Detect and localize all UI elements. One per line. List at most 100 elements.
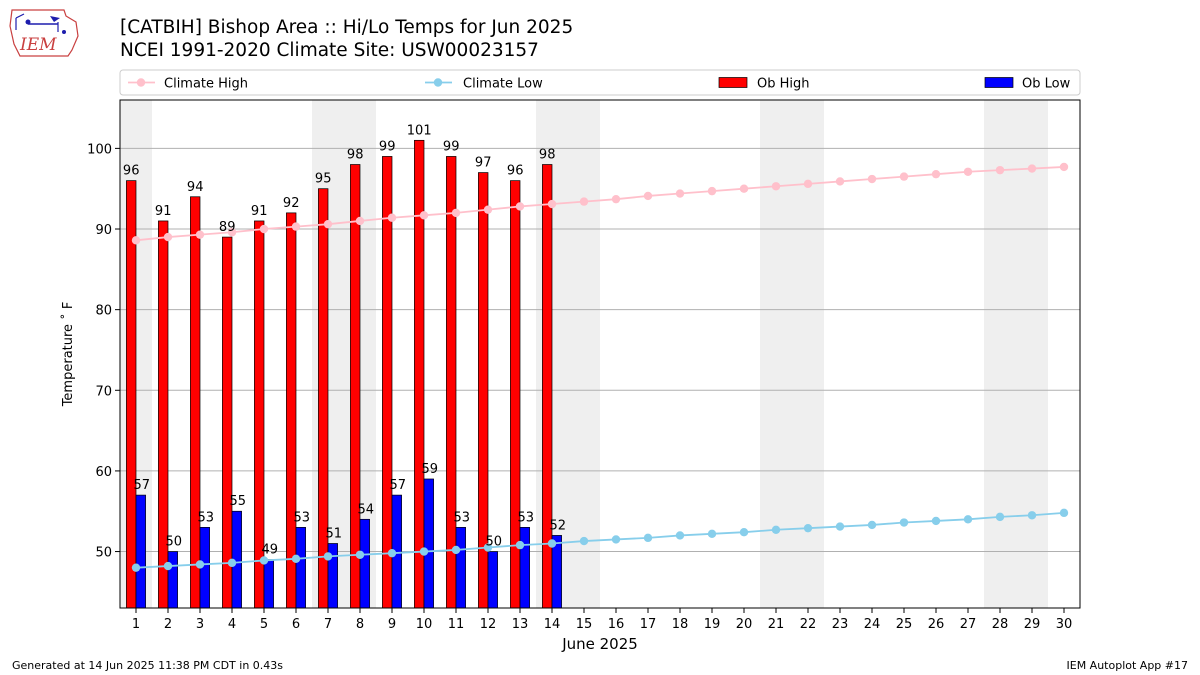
- climate-low-point: [707, 529, 717, 539]
- plot-frame: [119, 99, 1081, 609]
- ob-high-label: 98: [347, 148, 364, 163]
- climate-low-point: [195, 560, 205, 569]
- climate-low-point: [515, 540, 525, 550]
- ob-low-label: 59: [422, 462, 439, 477]
- x-tick-label: 24: [864, 617, 881, 632]
- legend-climate-low-label: Climate Low: [463, 77, 543, 92]
- ob-high-label: 91: [251, 204, 268, 219]
- climate-low-point: [867, 520, 877, 530]
- legend-ob-high-label: Ob High: [757, 77, 810, 92]
- climate-low-point: [163, 561, 173, 571]
- x-tick-label: 3: [196, 617, 204, 632]
- climate-low-point: [643, 533, 653, 543]
- climate-low-point: [995, 512, 1005, 522]
- climate-high-point: [163, 232, 173, 242]
- ob-high-label: 96: [123, 164, 140, 179]
- x-tick-label: 19: [704, 617, 721, 632]
- x-tick-label: 15: [576, 617, 593, 632]
- ob-low-label: 53: [454, 510, 471, 525]
- legend-ob-low-swatch: [984, 77, 1014, 88]
- ob-high-bar: [158, 220, 169, 609]
- ob-low-bar: [519, 527, 530, 609]
- ob-low-label: 52: [550, 518, 567, 533]
- ob-high-label: 101: [407, 123, 432, 138]
- climate-low-point: [387, 548, 397, 558]
- y-tick-label: 90: [95, 223, 112, 238]
- climate-low-point: [803, 523, 813, 533]
- ob-low-bar: [487, 551, 498, 609]
- ob-low-label: 53: [518, 510, 535, 525]
- x-tick-label: 12: [480, 617, 497, 632]
- ob-low-label: 54: [358, 502, 375, 517]
- legend-ob-low-label: Ob Low: [1022, 77, 1071, 92]
- climate-low-point: [323, 552, 333, 561]
- legend-box: [119, 69, 1081, 96]
- x-tick-label: 26: [928, 617, 945, 632]
- weekend-shade: [984, 100, 1016, 608]
- ob-high-bar: [446, 156, 457, 609]
- climate-high-point: [195, 230, 205, 239]
- y-tick-label: 60: [95, 465, 112, 480]
- climate-high-point: [611, 194, 621, 204]
- climate-high-point: [1059, 162, 1069, 172]
- climate-high-point: [515, 202, 525, 211]
- ob-low-label: 53: [198, 510, 215, 525]
- climate-high-point: [451, 208, 461, 218]
- y-tick-label: 70: [95, 384, 112, 399]
- legend-climate-high-label: Climate High: [164, 77, 248, 92]
- ob-low-bar: [263, 559, 274, 609]
- x-tick-label: 22: [800, 617, 817, 632]
- x-tick-label: 10: [416, 617, 433, 632]
- ob-high-label: 99: [379, 139, 396, 154]
- ob-low-label: 50: [486, 535, 503, 550]
- ob-high-label: 99: [443, 139, 460, 154]
- climate-high-point: [419, 211, 429, 220]
- climate-low-point: [835, 522, 845, 531]
- x-tick-label: 14: [544, 617, 561, 632]
- legend-climate-high-marker: [136, 78, 146, 87]
- ob-low-label: 57: [390, 478, 407, 493]
- climate-high-point: [739, 184, 749, 193]
- ob-low-label: 55: [230, 494, 247, 509]
- climate-low-point: [771, 525, 781, 534]
- climate-low-point: [227, 558, 237, 568]
- x-tick-label: 28: [992, 617, 1009, 632]
- x-tick-label: 9: [388, 617, 396, 632]
- ob-high-bar: [382, 156, 393, 609]
- climate-high-point: [131, 236, 141, 245]
- climate-high-point: [931, 169, 941, 179]
- ob-high-bar: [318, 188, 329, 609]
- app-label: IEM Autoplot App #17: [1066, 659, 1189, 672]
- climate-high-point: [547, 199, 557, 209]
- ob-low-label: 49: [262, 543, 279, 558]
- ob-high-label: 96: [507, 164, 524, 179]
- x-tick-label: 16: [608, 617, 625, 632]
- climate-high-point: [867, 174, 877, 184]
- climate-low-point: [291, 554, 301, 564]
- legend-ob-high-swatch: [718, 77, 748, 88]
- legend-climate-low-marker: [433, 78, 443, 87]
- climate-high-point: [1027, 164, 1037, 173]
- x-tick-label: 27: [960, 617, 977, 632]
- y-tick-label: 50: [95, 546, 112, 561]
- ob-high-bar: [190, 196, 201, 609]
- weekend-shade: [568, 100, 600, 608]
- x-tick-label: 23: [832, 617, 849, 632]
- climate-high-point: [259, 224, 269, 234]
- x-tick-label: 2: [164, 617, 172, 632]
- climate-low-point: [547, 539, 557, 548]
- climate-low-point: [963, 515, 973, 524]
- climate-low-point: [675, 531, 685, 540]
- climate-low-point: [483, 543, 493, 552]
- climate-high-point: [355, 216, 365, 226]
- ob-low-bar: [423, 478, 434, 609]
- ob-high-label: 95: [315, 172, 332, 187]
- ob-low-bar: [359, 518, 370, 609]
- climate-high-point: [387, 213, 397, 222]
- x-tick-label: 29: [1024, 617, 1041, 632]
- ob-low-label: 50: [166, 535, 183, 550]
- x-tick-label: 1: [132, 617, 140, 632]
- climate-high-point: [803, 179, 813, 189]
- x-tick-label: 13: [512, 617, 529, 632]
- ob-low-bar: [295, 527, 306, 609]
